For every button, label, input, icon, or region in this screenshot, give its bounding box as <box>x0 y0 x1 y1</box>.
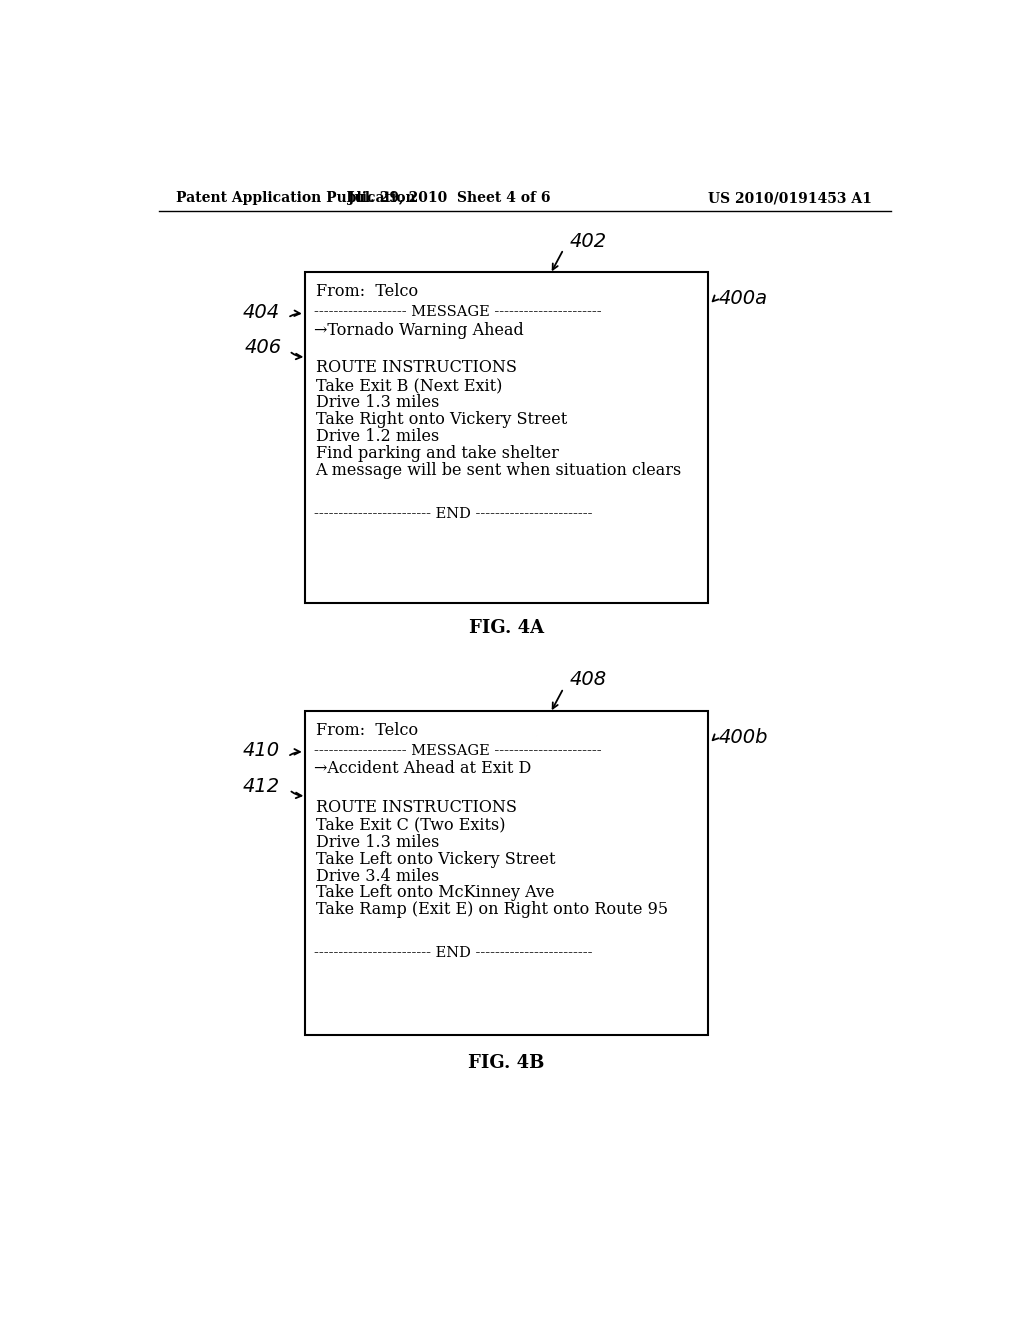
Text: ------------------------ END ------------------------: ------------------------ END -----------… <box>314 507 593 521</box>
Text: Drive 1.3 miles: Drive 1.3 miles <box>315 393 439 411</box>
Text: Take Exit C (Two Exits): Take Exit C (Two Exits) <box>315 817 505 834</box>
Text: US 2010/0191453 A1: US 2010/0191453 A1 <box>709 191 872 206</box>
Text: From:  Telco: From: Telco <box>315 282 418 300</box>
Text: A message will be sent when situation clears: A message will be sent when situation cl… <box>315 462 682 479</box>
Text: 402: 402 <box>569 232 607 251</box>
Text: FIG. 4B: FIG. 4B <box>468 1055 545 1072</box>
Text: Take Right onto Vickery Street: Take Right onto Vickery Street <box>315 411 567 428</box>
Text: Find parking and take shelter: Find parking and take shelter <box>315 445 558 462</box>
Text: Drive 3.4 miles: Drive 3.4 miles <box>315 867 439 884</box>
Text: Drive 1.2 miles: Drive 1.2 miles <box>315 428 439 445</box>
Text: ------------------- MESSAGE ----------------------: ------------------- MESSAGE ------------… <box>314 743 602 758</box>
Text: ------------------- MESSAGE ----------------------: ------------------- MESSAGE ------------… <box>314 305 602 319</box>
Text: →Accident Ahead at Exit D: →Accident Ahead at Exit D <box>314 760 531 776</box>
Text: 400b: 400b <box>719 727 768 747</box>
Text: ROUTE INSTRUCTIONS: ROUTE INSTRUCTIONS <box>315 359 516 376</box>
Text: ------------------------ END ------------------------: ------------------------ END -----------… <box>314 946 593 960</box>
Text: 406: 406 <box>245 338 282 358</box>
Text: From:  Telco: From: Telco <box>315 722 418 739</box>
Text: 404: 404 <box>243 302 280 322</box>
Text: 410: 410 <box>243 741 280 760</box>
Text: →Tornado Warning Ahead: →Tornado Warning Ahead <box>314 322 523 339</box>
Text: FIG. 4A: FIG. 4A <box>469 619 544 638</box>
Text: Drive 1.3 miles: Drive 1.3 miles <box>315 834 439 850</box>
Text: Take Left onto McKinney Ave: Take Left onto McKinney Ave <box>315 884 554 902</box>
Text: 400a: 400a <box>719 289 768 308</box>
Text: Jul. 29, 2010  Sheet 4 of 6: Jul. 29, 2010 Sheet 4 of 6 <box>348 191 551 206</box>
Text: Patent Application Publication: Patent Application Publication <box>176 191 416 206</box>
Text: 412: 412 <box>243 777 280 796</box>
Text: Take Exit B (Next Exit): Take Exit B (Next Exit) <box>315 378 502 395</box>
Text: Take Ramp (Exit E) on Right onto Route 95: Take Ramp (Exit E) on Right onto Route 9… <box>315 902 668 919</box>
Text: ROUTE INSTRUCTIONS: ROUTE INSTRUCTIONS <box>315 799 516 816</box>
Text: Take Left onto Vickery Street: Take Left onto Vickery Street <box>315 850 555 867</box>
Text: 408: 408 <box>569 671 607 689</box>
